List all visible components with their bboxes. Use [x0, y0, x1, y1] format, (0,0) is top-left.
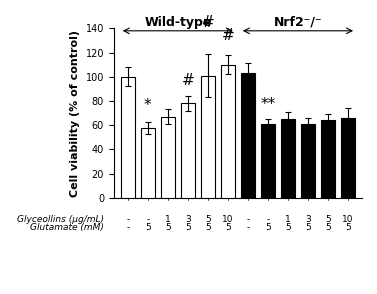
Text: **: **	[260, 97, 276, 112]
Text: 5: 5	[205, 215, 211, 224]
Text: 1: 1	[165, 215, 171, 224]
Bar	[181, 103, 195, 198]
Text: Glyceollins (μg/mL): Glyceollins (μg/mL)	[17, 215, 104, 224]
Text: 5: 5	[165, 223, 171, 232]
Y-axis label: Cell viability (% of control): Cell viability (% of control)	[70, 30, 80, 197]
Text: Nrf2⁻/⁻: Nrf2⁻/⁻	[274, 16, 322, 29]
Bar	[321, 120, 335, 198]
Text: 5: 5	[205, 223, 211, 232]
Text: 5: 5	[285, 223, 291, 232]
Bar	[141, 128, 155, 198]
Text: *: *	[144, 98, 152, 113]
Text: Wild-type: Wild-type	[144, 16, 211, 29]
Bar	[281, 119, 295, 198]
Text: -: -	[126, 223, 129, 232]
Text: 1: 1	[285, 215, 291, 224]
Bar	[161, 117, 175, 198]
Bar	[261, 124, 275, 198]
Text: 5: 5	[265, 223, 271, 232]
Text: 5: 5	[325, 215, 331, 224]
Text: -: -	[126, 215, 129, 224]
Text: 5: 5	[225, 223, 231, 232]
Text: -: -	[266, 215, 270, 224]
Text: 5: 5	[145, 223, 151, 232]
Text: 3: 3	[305, 215, 311, 224]
Text: #: #	[222, 28, 234, 43]
Text: 5: 5	[305, 223, 311, 232]
Text: #: #	[181, 73, 194, 88]
Bar	[201, 76, 215, 198]
Text: 5: 5	[185, 223, 191, 232]
Text: Glutamate (mM): Glutamate (mM)	[30, 223, 104, 232]
Bar	[301, 124, 315, 198]
Bar	[221, 65, 235, 198]
Text: 10: 10	[342, 215, 354, 224]
Text: -: -	[146, 215, 149, 224]
Text: 3: 3	[185, 215, 191, 224]
Text: -: -	[246, 223, 250, 232]
Text: -: -	[246, 215, 250, 224]
Text: #: #	[201, 15, 214, 30]
Text: 5: 5	[345, 223, 351, 232]
Text: 5: 5	[325, 223, 331, 232]
Bar	[241, 73, 255, 198]
Text: 10: 10	[222, 215, 234, 224]
Bar	[121, 77, 135, 198]
Bar	[341, 118, 355, 198]
